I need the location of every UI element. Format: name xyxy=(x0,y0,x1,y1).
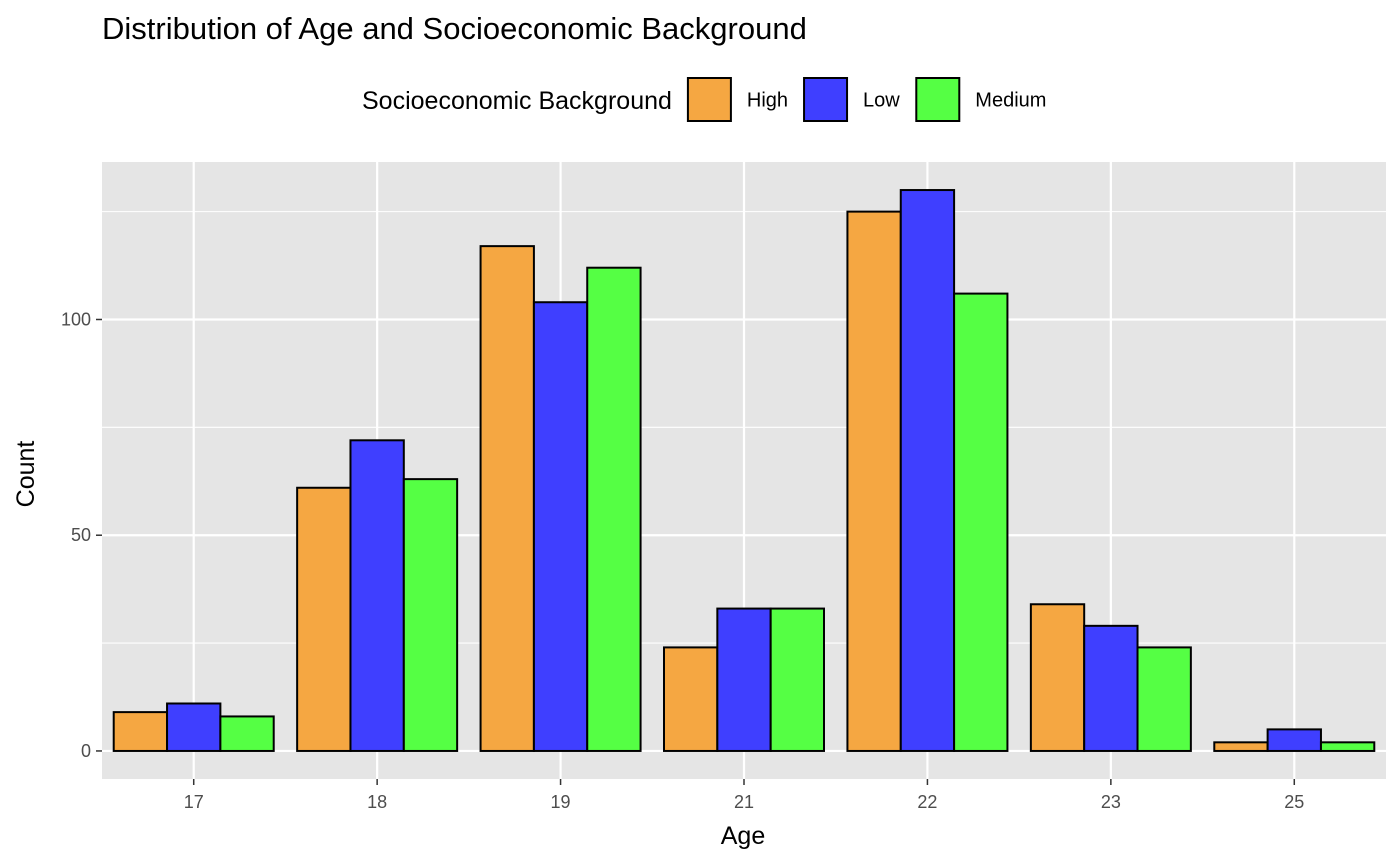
x-axis: 17 18 19 21 22 23 25 xyxy=(184,779,1304,812)
chart-title: Distribution of Age and Socioeconomic Ba… xyxy=(102,11,807,46)
y-tick-label: 50 xyxy=(71,525,91,545)
legend-label-low: Low xyxy=(863,90,900,112)
legend-label-high: High xyxy=(747,90,788,112)
bar-low-25 xyxy=(1266,728,1322,752)
y-axis: 0 50 100 xyxy=(61,309,102,761)
legend-key-low xyxy=(803,77,849,122)
legend-items: High Low Medium xyxy=(686,77,1046,122)
bar-high-17 xyxy=(112,711,169,752)
bar-high-21 xyxy=(663,646,719,752)
bar-medium-19 xyxy=(586,266,642,752)
bar-medium-22 xyxy=(953,292,1009,752)
bar-medium-25 xyxy=(1319,741,1376,752)
bar-medium-23 xyxy=(1136,646,1192,752)
bars xyxy=(112,189,1376,752)
y-axis-title: Count xyxy=(12,441,40,508)
legend-title: Socioeconomic Background xyxy=(362,87,672,115)
bar-low-19 xyxy=(532,301,589,752)
x-tick-label: 23 xyxy=(1101,792,1121,812)
bar-medium-18 xyxy=(402,478,459,752)
bar-low-21 xyxy=(716,607,772,752)
x-tick-label: 19 xyxy=(551,792,571,812)
legend-label-medium: Medium xyxy=(975,90,1046,112)
x-tick-label: 21 xyxy=(734,792,754,812)
bar-medium-17 xyxy=(219,715,275,752)
bar-high-18 xyxy=(296,486,352,752)
bar-low-18 xyxy=(349,439,405,752)
legend: Socioeconomic Background High Low Medium xyxy=(362,77,1046,122)
bar-medium-21 xyxy=(769,607,826,752)
legend-key-high xyxy=(686,77,732,122)
x-tick-label: 17 xyxy=(184,792,204,812)
bar-high-25 xyxy=(1213,741,1269,752)
y-tick-label: 0 xyxy=(81,741,91,761)
bar-high-19 xyxy=(479,245,535,752)
bar-high-23 xyxy=(1029,603,1086,752)
bar-high-22 xyxy=(846,210,902,752)
x-tick-label: 22 xyxy=(917,792,937,812)
y-tick-label: 100 xyxy=(61,309,91,329)
bar-low-23 xyxy=(1083,624,1139,752)
x-axis-title: Age xyxy=(721,822,765,850)
bar-low-22 xyxy=(899,189,956,752)
x-tick-label: 18 xyxy=(367,792,387,812)
x-tick-label: 25 xyxy=(1284,792,1304,812)
legend-key-medium xyxy=(915,77,961,122)
bar-low-17 xyxy=(166,702,222,752)
